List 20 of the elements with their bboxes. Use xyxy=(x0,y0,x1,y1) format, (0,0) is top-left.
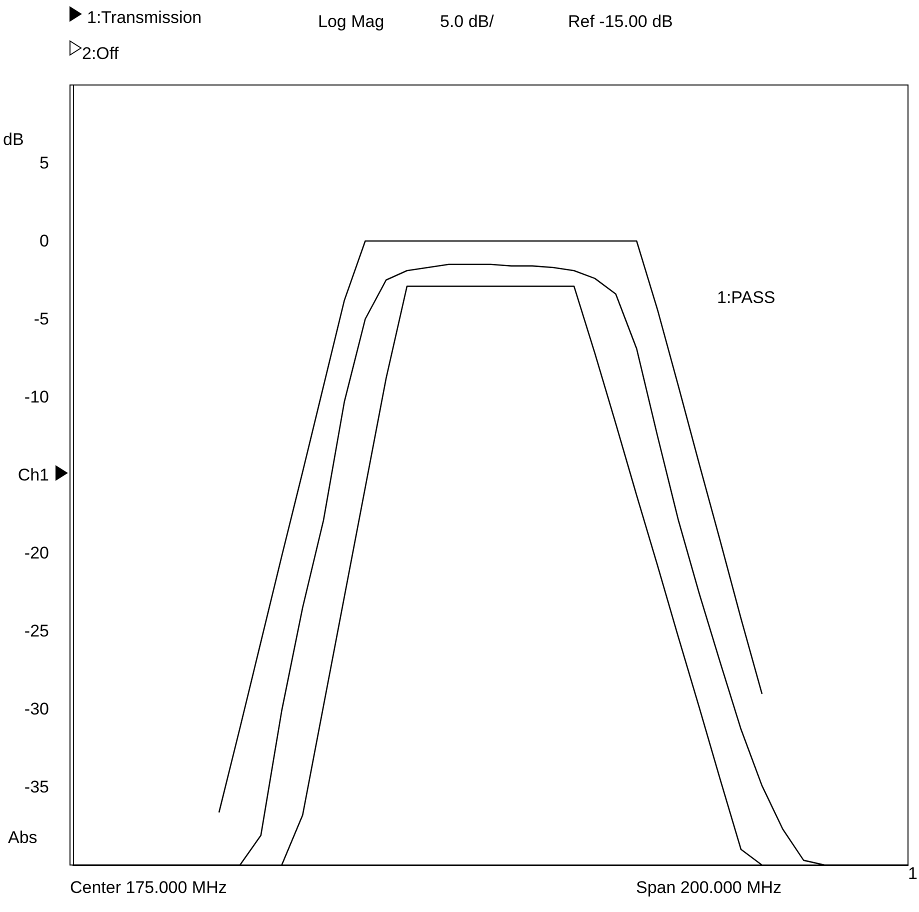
text: Abs xyxy=(8,828,38,847)
y-tick-label: -35 xyxy=(24,778,49,796)
y-axis-title: dB xyxy=(3,130,24,149)
annotation: 1:PASS xyxy=(717,288,776,307)
y-tick-label: 5 xyxy=(40,154,49,172)
text: Center 175.000 MHz xyxy=(70,878,227,897)
text: 5.0 dB/ xyxy=(440,12,494,31)
text: Log Mag xyxy=(318,12,384,31)
chart-title: 1:Transmission xyxy=(87,8,202,27)
text: Span 200.000 MHz xyxy=(636,878,782,897)
y-tick-label: -10 xyxy=(24,388,49,406)
y-tick-label: Ch1 xyxy=(18,466,49,484)
y-tick-label: -5 xyxy=(34,310,49,328)
text: 2:Off xyxy=(82,44,119,63)
annotation: 1 xyxy=(908,864,918,883)
y-tick-label: 0 xyxy=(40,232,49,250)
text: Ref -15.00 dB xyxy=(568,12,673,31)
y-tick-label: -25 xyxy=(24,622,49,640)
y-tick-label: -20 xyxy=(24,544,49,562)
y-tick-label: -30 xyxy=(24,700,49,718)
